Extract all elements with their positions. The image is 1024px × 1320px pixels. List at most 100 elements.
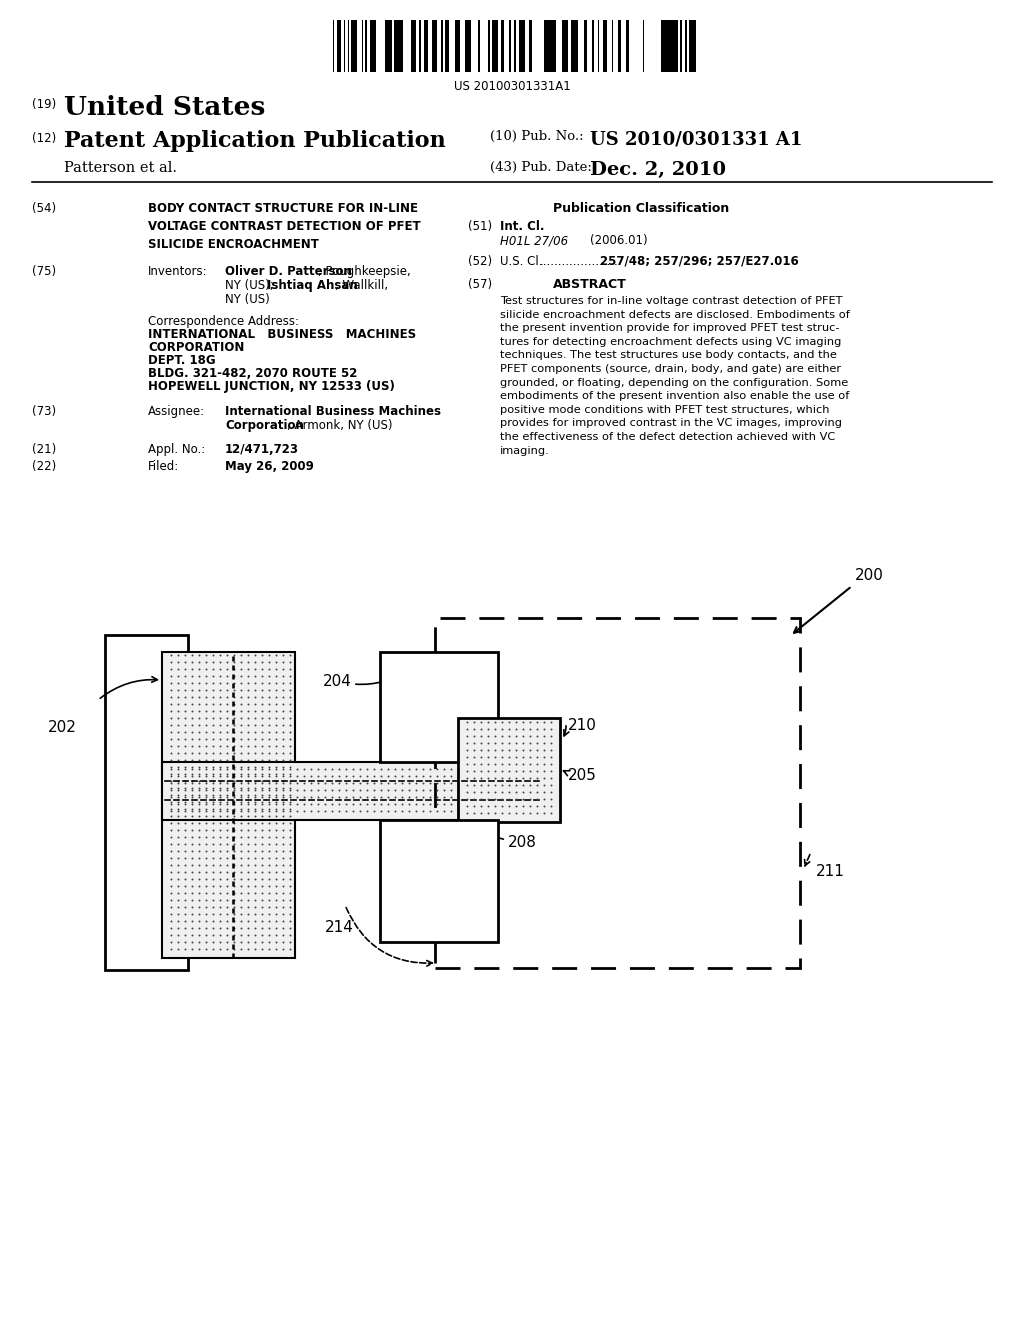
Text: 205: 205 — [568, 768, 597, 783]
Text: HOPEWELL JUNCTION, NY 12533 (US): HOPEWELL JUNCTION, NY 12533 (US) — [148, 380, 395, 393]
Text: 204: 204 — [323, 675, 352, 689]
Bar — [390, 20, 392, 73]
Text: 214: 214 — [325, 920, 354, 935]
Text: CORPORATION: CORPORATION — [148, 341, 245, 354]
Bar — [496, 20, 498, 73]
Text: , Wallkill,: , Wallkill, — [335, 279, 388, 292]
Text: 208: 208 — [508, 836, 537, 850]
Text: Ishtiaq Ahsan: Ishtiaq Ahsan — [267, 279, 357, 292]
Text: Filed:: Filed: — [148, 459, 179, 473]
Bar — [509, 20, 511, 73]
Bar — [387, 20, 389, 73]
Bar — [669, 20, 671, 73]
Text: (75): (75) — [32, 265, 56, 279]
Text: Patent Application Publication: Patent Application Publication — [63, 129, 445, 152]
Text: , Poughkeepsie,: , Poughkeepsie, — [318, 265, 411, 279]
Text: Dec. 2, 2010: Dec. 2, 2010 — [590, 161, 726, 180]
Text: (19): (19) — [32, 98, 56, 111]
Text: NY (US): NY (US) — [225, 293, 269, 306]
Bar — [564, 20, 567, 73]
Text: 211: 211 — [816, 865, 845, 879]
Bar — [571, 20, 574, 73]
Bar — [401, 20, 403, 73]
Text: Correspondence Address:: Correspondence Address: — [148, 315, 299, 327]
Text: Test structures for in-line voltage contrast detection of PFET
silicide encroach: Test structures for in-line voltage cont… — [500, 296, 850, 455]
Bar — [446, 20, 449, 73]
Text: BLDG. 321-482, 2070 ROUTE 52: BLDG. 321-482, 2070 ROUTE 52 — [148, 367, 357, 380]
Bar — [105, 635, 188, 970]
Bar — [413, 20, 415, 73]
Bar — [370, 20, 372, 73]
Bar — [685, 20, 687, 73]
Text: INTERNATIONAL   BUSINESS   MACHINES: INTERNATIONAL BUSINESS MACHINES — [148, 327, 416, 341]
Text: Corporation: Corporation — [225, 418, 304, 432]
Bar — [365, 20, 367, 73]
Bar — [575, 20, 578, 73]
Text: US 20100301331A1: US 20100301331A1 — [454, 81, 570, 92]
Bar — [693, 20, 695, 73]
Text: United States: United States — [63, 95, 265, 120]
Text: International Business Machines: International Business Machines — [225, 405, 441, 418]
Text: (22): (22) — [32, 459, 56, 473]
Bar — [351, 20, 353, 73]
Bar — [396, 20, 399, 73]
Bar — [162, 652, 295, 958]
Text: Patterson et al.: Patterson et al. — [63, 161, 177, 176]
Text: 202: 202 — [48, 719, 77, 735]
Text: U.S. Cl.: U.S. Cl. — [500, 255, 543, 268]
Text: Assignee:: Assignee: — [148, 405, 205, 418]
Bar — [673, 20, 676, 73]
Text: Inventors:: Inventors: — [148, 265, 208, 279]
Bar — [337, 20, 341, 73]
Bar — [545, 20, 547, 73]
Bar — [492, 20, 496, 73]
Text: ......................: ...................... — [540, 255, 623, 268]
Bar — [380, 652, 498, 762]
Bar — [548, 20, 552, 73]
Bar — [488, 20, 490, 73]
Bar — [501, 20, 503, 73]
Text: , Armonk, NY (US): , Armonk, NY (US) — [287, 418, 392, 432]
Text: (54): (54) — [32, 202, 56, 215]
Text: (43) Pub. Date:: (43) Pub. Date: — [490, 161, 592, 174]
Text: BODY CONTACT STRUCTURE FOR IN-LINE
VOLTAGE CONTRAST DETECTION OF PFET
SILICIDE E: BODY CONTACT STRUCTURE FOR IN-LINE VOLTA… — [148, 202, 421, 251]
Text: (21): (21) — [32, 444, 56, 455]
Bar — [667, 20, 669, 73]
Text: US 2010/0301331 A1: US 2010/0301331 A1 — [590, 129, 803, 148]
Bar — [432, 20, 434, 73]
Text: 12/471,723: 12/471,723 — [225, 444, 299, 455]
Bar — [519, 20, 521, 73]
Bar — [604, 20, 606, 73]
Text: (10) Pub. No.:: (10) Pub. No.: — [490, 129, 584, 143]
Bar — [663, 20, 667, 73]
Bar — [618, 20, 621, 73]
Bar — [457, 20, 459, 73]
Text: Oliver D. Patterson: Oliver D. Patterson — [225, 265, 352, 279]
Text: NY (US);: NY (US); — [225, 279, 278, 292]
Bar — [466, 20, 470, 73]
Text: (12): (12) — [32, 132, 56, 145]
Bar — [162, 762, 540, 820]
Bar — [627, 20, 629, 73]
Bar — [353, 20, 355, 73]
Text: (51): (51) — [468, 220, 493, 234]
Bar — [424, 20, 428, 73]
Text: DEPT. 18G: DEPT. 18G — [148, 354, 216, 367]
Bar — [385, 20, 387, 73]
Text: 200: 200 — [855, 568, 884, 583]
Bar — [435, 618, 800, 968]
Text: ABSTRACT: ABSTRACT — [553, 279, 627, 290]
Text: May 26, 2009: May 26, 2009 — [225, 459, 314, 473]
Bar — [514, 20, 516, 73]
Bar — [394, 20, 396, 73]
Bar — [574, 20, 575, 73]
Bar — [458, 718, 560, 822]
Text: (2006.01): (2006.01) — [590, 234, 647, 247]
Bar — [584, 20, 586, 73]
Bar — [592, 20, 594, 73]
Bar — [562, 20, 564, 73]
Text: 257/48; 257/296; 257/E27.016: 257/48; 257/296; 257/E27.016 — [600, 255, 799, 268]
Bar — [441, 20, 443, 73]
Text: H01L 27/06: H01L 27/06 — [500, 234, 568, 247]
Bar — [522, 20, 525, 73]
